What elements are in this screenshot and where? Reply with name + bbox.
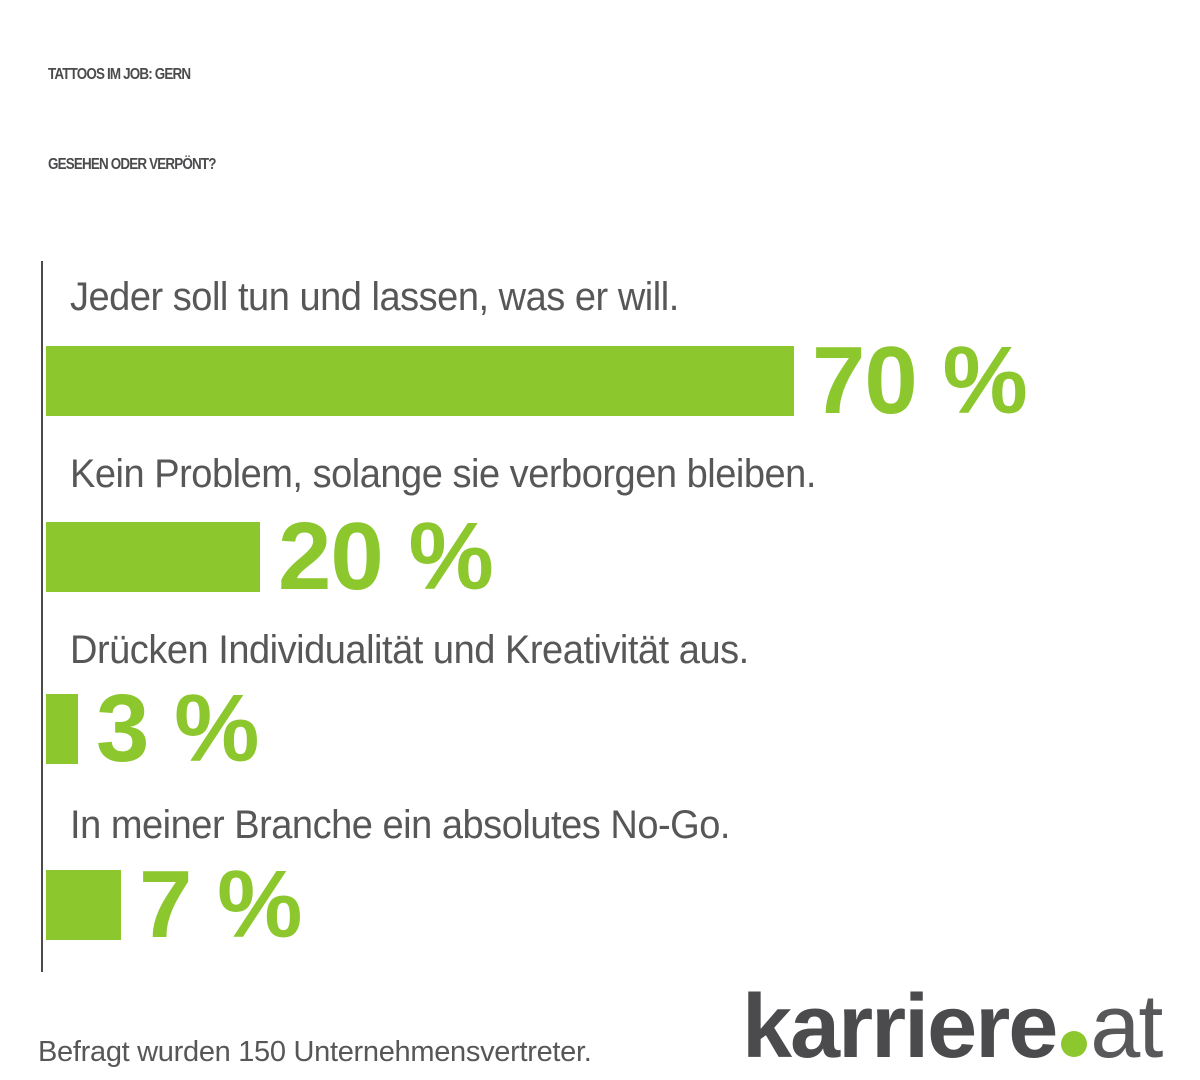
- bar-label-2: Kein Problem, solange sie verborgen blei…: [70, 452, 816, 496]
- bar-value-label-1: 70 %: [812, 327, 1028, 434]
- karriere-at-logo: karriere at: [742, 982, 1163, 1072]
- bar-3: [46, 694, 78, 764]
- page-title: TATTOOS IM JOB: GERN GESEHEN ODER VERPÖN…: [48, 30, 216, 210]
- y-axis-line: [41, 261, 43, 972]
- bar-row-1: 70 %: [46, 327, 1028, 434]
- bar-1: [46, 346, 794, 416]
- bar-row-4: 7 %: [46, 851, 302, 958]
- bar-row-2: 20 %: [46, 503, 494, 610]
- bar-row-3: 3 %: [46, 675, 259, 782]
- bar-value-label-4: 7 %: [139, 851, 302, 958]
- bar-value-label-2: 20 %: [278, 503, 494, 610]
- survey-note: Befragt wurden 150 Unternehmensvertreter…: [38, 1036, 592, 1068]
- bar-4: [46, 870, 121, 940]
- bar-label-4: In meiner Branche ein absolutes No-Go.: [70, 803, 730, 847]
- logo-word: karriere: [742, 977, 1058, 1077]
- logo-dot: [1061, 1031, 1088, 1057]
- bar-label-3: Drücken Individualität und Kreativität a…: [70, 628, 749, 672]
- page-title-line1: TATTOOS IM JOB: GERN: [48, 66, 191, 83]
- logo-tld: at: [1090, 977, 1163, 1077]
- page-title-line2: GESEHEN ODER VERPÖNT?: [48, 156, 216, 173]
- bar-value-label-3: 3 %: [96, 675, 259, 782]
- bar-label-1: Jeder soll tun und lassen, was er will.: [70, 275, 679, 319]
- bar-2: [46, 522, 260, 592]
